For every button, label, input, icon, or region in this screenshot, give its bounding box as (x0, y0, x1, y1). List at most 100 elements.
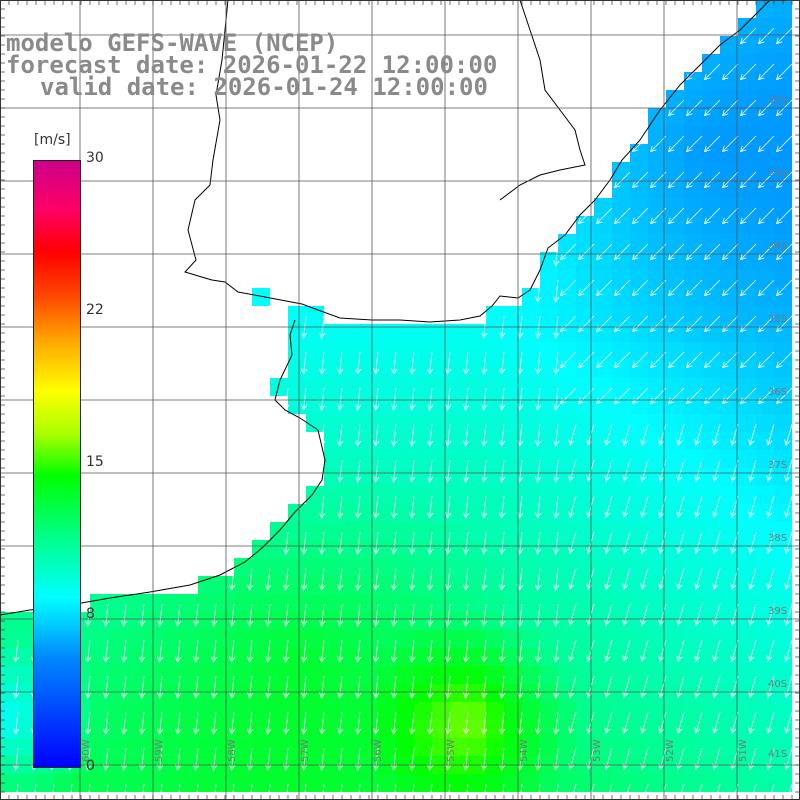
wind-speed-cell (774, 774, 792, 792)
wind-arrow (649, 315, 667, 333)
wind-speed-cell (216, 648, 234, 666)
wind-speed-cell (378, 648, 396, 666)
wind-speed-cell (216, 666, 234, 684)
wind-speed-cell (396, 468, 414, 486)
wind-arrow (739, 135, 757, 153)
wind-speed-cell (90, 684, 108, 702)
wind-arrow (426, 639, 434, 663)
wind-speed-cell (630, 180, 648, 198)
wind-speed-cell (720, 234, 738, 252)
wind-speed-cell (702, 306, 720, 324)
wind-speed-cell (666, 486, 684, 504)
wind-speed-cell (612, 414, 630, 432)
wind-speed-cell (756, 90, 774, 108)
wind-speed-cell (396, 414, 414, 432)
wind-speed-cell (90, 702, 108, 720)
wind-speed-cell (612, 576, 630, 594)
wind-arrow (174, 603, 182, 627)
wind-speed-cell (324, 342, 342, 360)
wind-speed-cell (648, 666, 666, 684)
wind-speed-cell (756, 0, 774, 18)
wind-speed-cell (756, 702, 774, 720)
wind-speed-cell (612, 288, 630, 306)
wind-arrow (766, 459, 775, 482)
colorbar (33, 160, 81, 768)
wind-arrow (285, 783, 289, 800)
wind-speed-cell (648, 378, 666, 396)
wind-speed-cell (468, 540, 486, 558)
wind-arrow (685, 243, 703, 261)
wind-arrow (372, 567, 380, 591)
wind-arrow (568, 459, 577, 482)
wind-arrow (667, 135, 685, 153)
wind-speed-cell (774, 522, 792, 540)
wind-speed-cell (774, 0, 792, 18)
wind-arrow (264, 675, 272, 699)
wind-arrow (577, 315, 595, 333)
wind-arrow (748, 459, 757, 482)
wind-speed-cell (558, 630, 576, 648)
wind-speed-cell (432, 738, 450, 756)
wind-speed-cell (630, 576, 648, 594)
wind-arrow (604, 567, 613, 590)
wind-speed-cell (774, 234, 792, 252)
wind-arrow (282, 639, 290, 663)
wind-speed-cell (396, 432, 414, 450)
wind-speed-cell (342, 774, 360, 792)
wind-speed-cell (252, 702, 270, 720)
wind-speed-cell (666, 504, 684, 522)
wind-speed-cell (648, 684, 666, 702)
wind-speed-cell (306, 612, 324, 630)
wind-speed-cell (630, 450, 648, 468)
wind-speed-cell (216, 576, 234, 594)
wind-speed-cell (558, 540, 576, 558)
wind-arrow (336, 495, 344, 519)
wind-speed-cell (0, 630, 18, 648)
wind-speed-cell (450, 720, 468, 738)
wind-speed-cell (666, 90, 684, 108)
wind-speed-cell (594, 306, 612, 324)
wind-arrow (519, 783, 523, 800)
wind-speed-cell (414, 594, 432, 612)
wind-speed-cell (720, 162, 738, 180)
wind-speed-cell (360, 738, 378, 756)
wind-arrow (300, 747, 308, 771)
wind-arrow (192, 603, 200, 627)
longitude-label: 60W (81, 739, 92, 762)
wind-arrow (12, 675, 20, 699)
wind-arrow (120, 639, 128, 663)
wind-speed-cell (702, 288, 720, 306)
wind-speed-cell (738, 612, 756, 630)
wind-speed-cell (612, 324, 630, 342)
wind-speed-cell (342, 666, 360, 684)
wind-speed-cell (558, 486, 576, 504)
wind-arrow (408, 495, 416, 519)
wind-arrow (748, 783, 757, 800)
wind-arrow (534, 639, 542, 663)
wind-speed-cell (468, 342, 486, 360)
wind-speed-cell (630, 630, 648, 648)
wind-speed-cell (378, 738, 396, 756)
wind-arrow (138, 675, 146, 699)
wind-speed-cell (558, 576, 576, 594)
wind-speed-cell (432, 522, 450, 540)
wind-arrow (390, 459, 398, 483)
wind-speed-cell (540, 432, 558, 450)
wind-speed-cell (324, 378, 342, 396)
wind-speed-cell (612, 648, 630, 666)
wind-arrow (426, 387, 434, 411)
wind-arrow (721, 63, 739, 81)
wind-speed-cell (108, 774, 126, 792)
wind-speed-cell (702, 450, 720, 468)
wind-arrow (462, 675, 470, 699)
wind-speed-cell (720, 396, 738, 414)
wind-speed-cell (432, 774, 450, 792)
wind-speed-cell (756, 198, 774, 216)
wind-arrow (408, 711, 416, 735)
wind-arrow (721, 135, 739, 153)
wind-speed-cell (648, 540, 666, 558)
wind-speed-cell (558, 306, 576, 324)
wind-speed-cell (558, 396, 576, 414)
wind-speed-cell (702, 216, 720, 234)
wind-arrow (552, 351, 560, 375)
